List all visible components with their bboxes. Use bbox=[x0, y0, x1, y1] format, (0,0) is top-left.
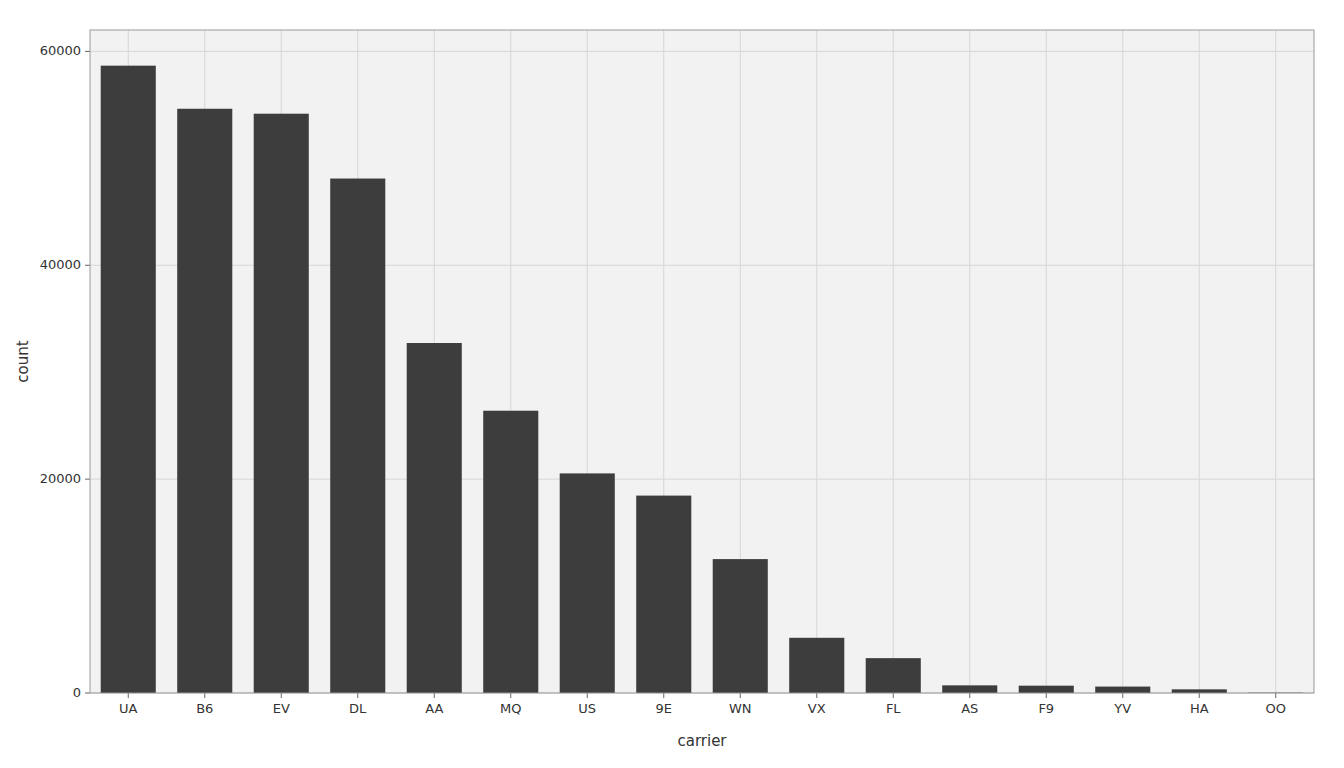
x-tick-label: DL bbox=[349, 701, 367, 716]
y-tick bbox=[85, 51, 90, 52]
grid bbox=[90, 30, 1314, 693]
x-tick bbox=[816, 693, 817, 698]
x-tick bbox=[1275, 693, 1276, 698]
bar bbox=[866, 658, 921, 693]
y-tick-label: 60000 bbox=[40, 43, 81, 58]
x-tick bbox=[1122, 693, 1123, 698]
plot-background bbox=[90, 30, 1314, 693]
x-tick bbox=[204, 693, 205, 698]
x-tick bbox=[1199, 693, 1200, 698]
bar bbox=[942, 685, 997, 693]
bar bbox=[483, 411, 538, 693]
x-tick bbox=[434, 693, 435, 698]
x-tick-label: OO bbox=[1266, 701, 1286, 716]
x-tick bbox=[969, 693, 970, 698]
x-tick bbox=[740, 693, 741, 698]
bar bbox=[1019, 686, 1074, 693]
bars bbox=[101, 66, 1304, 693]
x-tick bbox=[893, 693, 894, 698]
bar bbox=[330, 179, 385, 693]
bar bbox=[560, 473, 615, 693]
bar bbox=[254, 114, 309, 693]
y-tick bbox=[85, 265, 90, 266]
y-tick bbox=[85, 693, 90, 694]
bar bbox=[407, 343, 462, 693]
x-tick-label: F9 bbox=[1038, 701, 1054, 716]
bar bbox=[789, 638, 844, 693]
bar bbox=[1172, 689, 1227, 693]
bar bbox=[177, 109, 232, 693]
bar bbox=[636, 496, 691, 693]
x-grid-line bbox=[1199, 30, 1200, 693]
x-tick-label: 9E bbox=[656, 701, 673, 716]
x-grid-line bbox=[1046, 30, 1047, 693]
y-tick-label: 20000 bbox=[40, 471, 81, 486]
x-tick bbox=[587, 693, 588, 698]
axes: 0 20000 40000 60000 UA B6 EV DL AA MQ US 9E WN VX FL AS… bbox=[40, 43, 1286, 716]
x-tick bbox=[510, 693, 511, 698]
x-tick-label: AS bbox=[961, 701, 978, 716]
bar bbox=[1095, 687, 1150, 693]
plot-frame bbox=[90, 30, 1314, 693]
y-tick-label: 40000 bbox=[40, 257, 81, 272]
x-grid-line bbox=[1275, 30, 1276, 693]
x-grid-line bbox=[969, 30, 970, 693]
x-tick bbox=[357, 693, 358, 698]
x-grid-line bbox=[1122, 30, 1123, 693]
x-axis-label: carrier bbox=[677, 732, 727, 750]
bar bbox=[101, 66, 156, 693]
x-tick-label: EV bbox=[273, 701, 290, 716]
y-tick bbox=[85, 479, 90, 480]
x-tick-label: AA bbox=[425, 701, 443, 716]
x-grid-line bbox=[816, 30, 817, 693]
bar bbox=[713, 559, 768, 693]
x-tick-label: MQ bbox=[500, 701, 521, 716]
x-tick-label: B6 bbox=[196, 701, 213, 716]
x-tick-label: WN bbox=[729, 701, 752, 716]
x-tick-label: UA bbox=[119, 701, 138, 716]
x-tick-label: US bbox=[578, 701, 596, 716]
page: {"chart_data": {"type": "bar", "xlabel":… bbox=[0, 0, 1344, 768]
x-grid-line bbox=[893, 30, 894, 693]
chart-container: 0 20000 40000 60000 UA B6 EV DL AA MQ US 9E WN VX FL AS… bbox=[0, 0, 1344, 768]
chart-svg: 0 20000 40000 60000 UA B6 EV DL AA MQ US 9E WN VX FL AS… bbox=[0, 0, 1344, 768]
x-tick-label: HA bbox=[1190, 701, 1209, 716]
x-tick-label: YV bbox=[1113, 701, 1131, 716]
x-tick-label: FL bbox=[886, 701, 901, 716]
x-tick bbox=[663, 693, 664, 698]
x-tick bbox=[128, 693, 129, 698]
x-tick bbox=[281, 693, 282, 698]
y-axis-label: count bbox=[14, 340, 32, 382]
x-tick-label: VX bbox=[808, 701, 826, 716]
y-tick-label: 0 bbox=[73, 685, 81, 700]
y-grid-line bbox=[90, 51, 1314, 52]
x-tick bbox=[1046, 693, 1047, 698]
